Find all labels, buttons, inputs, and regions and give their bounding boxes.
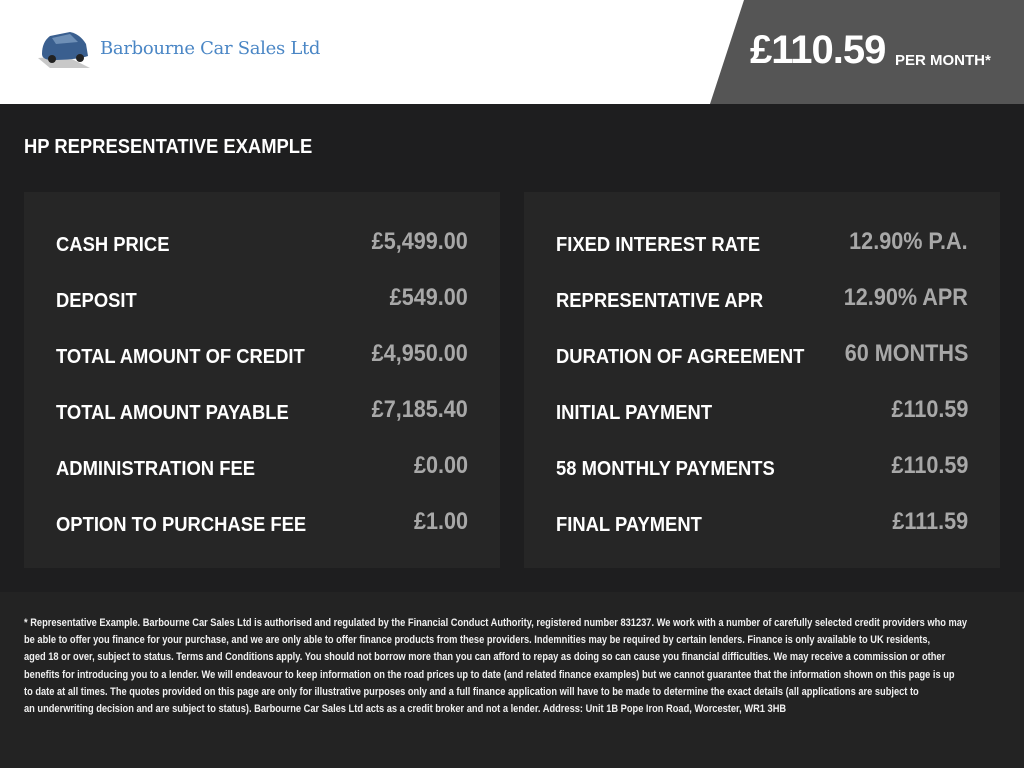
finance-value: £0.00 (413, 452, 468, 479)
finance-panel-left: CASH PRICE £5,499.00 DEPOSIT £549.00 TOTAL A… (24, 192, 500, 568)
finance-label: INITIAL PAYMENT (556, 402, 713, 424)
finance-value: 12.90% P.A. (849, 228, 968, 255)
finance-panel-right: FIXED INTEREST RATE 12.90% P.A. REPRESENTA… (524, 192, 1000, 568)
finance-label: DURATION OF AGREEMENT (556, 346, 805, 368)
finance-row: TOTAL AMOUNT PAYABLE £7,185.40 (56, 396, 468, 426)
finance-label: TOTAL AMOUNT OF CREDIT (56, 346, 305, 368)
finance-row: CASH PRICE £5,499.00 (56, 228, 468, 258)
finance-value: £111.59 (892, 508, 968, 535)
header: Barbourne Car Sales Ltd £110.59 PER MONT… (0, 0, 1024, 104)
finance-row: FINAL PAYMENT £111.59 (556, 508, 968, 538)
monthly-price: £110.59 (750, 28, 886, 72)
finance-value: £5,499.00 (371, 228, 468, 255)
section-title: HP REPRESENTATIVE EXAMPLE (24, 136, 313, 158)
finance-value: £1.00 (413, 508, 468, 535)
finance-row: INITIAL PAYMENT £110.59 (556, 396, 968, 426)
finance-value: £110.59 (891, 452, 968, 479)
disclaimer-line: be able to offer you finance for your pu… (24, 634, 931, 647)
disclaimer-line: benefits for introducing you to a lender… (24, 668, 955, 681)
disclaimer-line: to date at all times. The quotes provide… (24, 685, 919, 698)
finance-label: 58 MONTHLY PAYMENTS (556, 458, 775, 480)
disclaimer-line: aged 18 or over, subject to status. Term… (24, 651, 946, 664)
finance-row: DEPOSIT £549.00 (56, 284, 468, 314)
disclaimer: * Representative Example. Barbourne Car … (24, 615, 967, 718)
finance-value: £549.00 (389, 284, 468, 311)
finance-row: FIXED INTEREST RATE 12.90% P.A. (556, 228, 968, 258)
finance-label: ADMINISTRATION FEE (56, 458, 255, 480)
finance-value: £110.59 (891, 396, 968, 423)
finance-label: FINAL PAYMENT (556, 514, 702, 536)
finance-row: ADMINISTRATION FEE £0.00 (56, 452, 468, 482)
finance-row: DURATION OF AGREEMENT 60 MONTHS (556, 340, 968, 370)
finance-row: OPTION TO PURCHASE FEE £1.00 (56, 508, 468, 538)
finance-label: OPTION TO PURCHASE FEE (56, 514, 307, 536)
finance-value: £4,950.00 (371, 340, 468, 367)
finance-row: 58 MONTHLY PAYMENTS £110.59 (556, 452, 968, 482)
monthly-price-box: £110.59 PER MONTH* (710, 0, 1024, 104)
per-month-label: PER MONTH* (895, 52, 991, 69)
brand-name: Barbourne Car Sales Ltd (100, 37, 321, 59)
finance-value: £7,185.40 (371, 396, 468, 423)
finance-row: TOTAL AMOUNT OF CREDIT £4,950.00 (56, 340, 468, 370)
finance-label: DEPOSIT (56, 290, 137, 312)
footer: * Representative Example. Barbourne Car … (0, 592, 1024, 768)
finance-label: FIXED INTEREST RATE (556, 234, 761, 256)
finance-row: REPRESENTATIVE APR 12.90% APR (556, 284, 968, 314)
disclaimer-line: an underwriting decision and are subject… (24, 703, 787, 716)
finance-label: TOTAL AMOUNT PAYABLE (56, 402, 289, 424)
finance-value: 60 MONTHS (844, 340, 968, 367)
finance-label: REPRESENTATIVE APR (556, 290, 764, 312)
finance-value: 12.90% APR (843, 284, 968, 311)
brand-logo[interactable]: Barbourne Car Sales Ltd (36, 28, 320, 68)
finance-label: CASH PRICE (56, 234, 170, 256)
car-logo-icon (38, 32, 90, 68)
disclaimer-line: * Representative Example. Barbourne Car … (24, 617, 968, 629)
